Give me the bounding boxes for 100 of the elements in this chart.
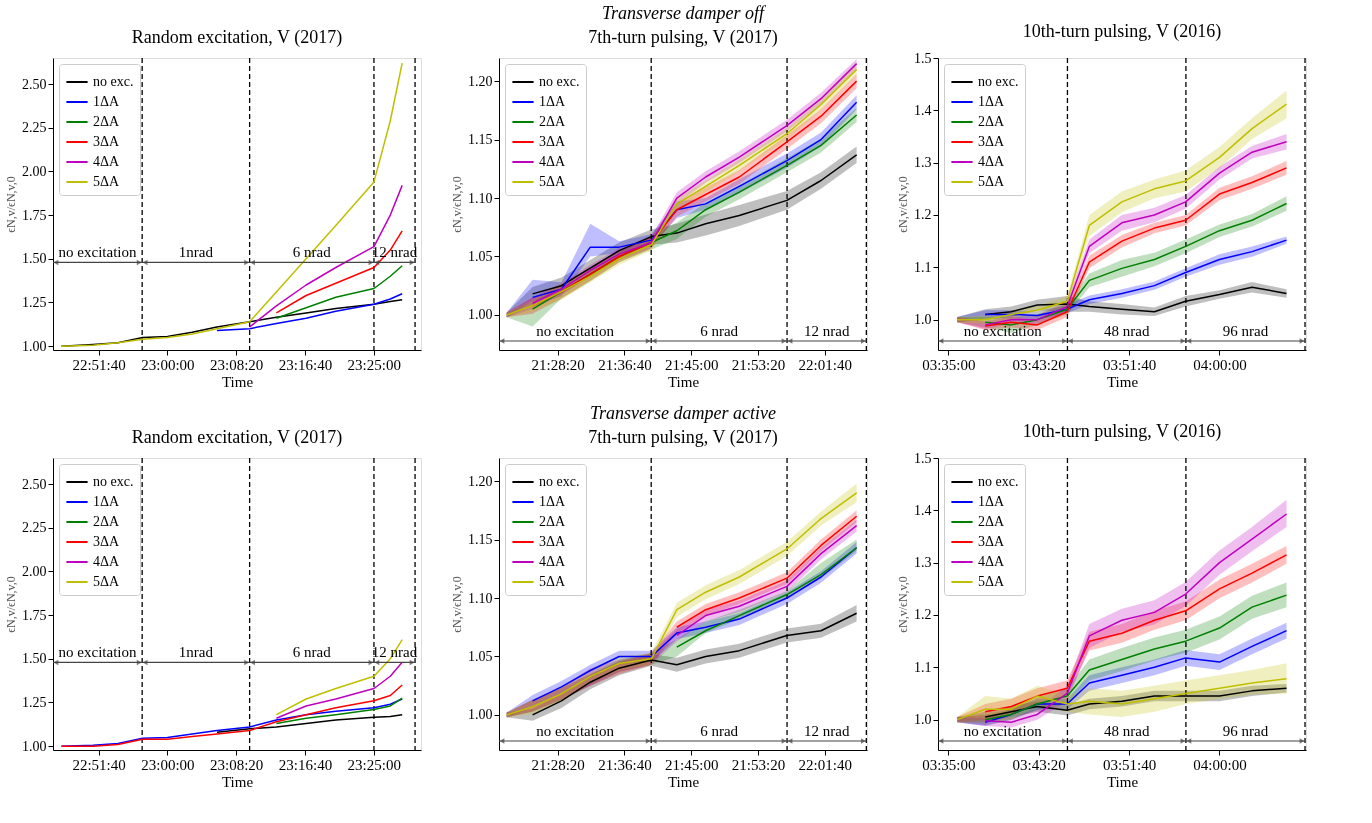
- y-tick-label: 1.3: [914, 155, 932, 171]
- legend-label: 5ΔA: [539, 574, 566, 589]
- x-tick-label: 23:25:00: [347, 756, 401, 773]
- y-tick-label: 2.50: [22, 76, 47, 92]
- chart-title: 7th-turn pulsing, V (2017): [588, 427, 778, 449]
- y-tick-label: 1.10: [468, 190, 493, 206]
- x-tick-label: 21:45:00: [665, 756, 719, 773]
- line-series: [275, 697, 403, 725]
- y-tick-label: 1.50: [22, 651, 47, 667]
- y-axis-title: ϵN,v/ϵN,v,0: [896, 576, 910, 633]
- legend-label: 1ΔA: [539, 494, 566, 509]
- chart-subtitle: Transverse damper off: [602, 3, 767, 24]
- x-tick-label: 03:51:40: [1102, 356, 1157, 373]
- x-axis-title: Time: [221, 773, 254, 790]
- annotation: 6 nrad: [700, 723, 739, 739]
- annotation: no excitation: [963, 723, 1043, 739]
- x-tick-label: 23:00:00: [141, 756, 195, 773]
- annotation: no excitation: [963, 323, 1043, 339]
- x-tick-label: 23:16:40: [278, 756, 333, 773]
- x-tick-label: 03:43:20: [1012, 356, 1066, 373]
- chart-title: Random excitation, V (2017): [131, 27, 343, 49]
- legend-label: 4ΔA: [978, 154, 1005, 169]
- line-series: [956, 678, 1288, 721]
- legend-label: 1ΔA: [93, 94, 120, 109]
- line-series: [275, 265, 403, 319]
- legend-label: 5ΔA: [978, 574, 1005, 589]
- x-axis-title: Time: [667, 373, 700, 390]
- x-tick-label: 22:01:40: [798, 356, 852, 373]
- x-axis-title: Time: [221, 373, 254, 390]
- y-tick-label: 1.00: [22, 338, 47, 354]
- legend-label: 3ΔA: [978, 134, 1005, 149]
- y-tick-label: 1.0: [914, 712, 932, 728]
- legend-label: 1ΔA: [93, 494, 120, 509]
- chart-title: Random excitation, V (2017): [131, 427, 343, 449]
- legend-label: 3ΔA: [978, 534, 1005, 549]
- annotation: 1nrad: [178, 244, 214, 261]
- annotation: 96 nrad: [1222, 323, 1269, 339]
- y-tick-label: 1.05: [468, 248, 493, 264]
- y-tick-label: 1.00: [468, 707, 493, 723]
- line-series: [216, 292, 403, 332]
- y-tick-label: 1.00: [468, 307, 493, 323]
- annotation: 6 nrad: [700, 323, 739, 339]
- x-tick-label: 22:51:40: [72, 756, 126, 773]
- x-tick-label: 03:35:00: [922, 356, 976, 373]
- y-tick-label: 1.20: [468, 73, 493, 89]
- x-tick-label: 23:08:20: [210, 756, 264, 773]
- chart-title: 10th-turn pulsing, V (2016): [1022, 421, 1222, 442]
- x-tick-label: 23:08:20: [210, 356, 264, 373]
- line-series: [984, 202, 1288, 326]
- y-tick-label: 1.1: [914, 259, 932, 275]
- legend-label: 2ΔA: [539, 514, 566, 529]
- legend-label: 5ΔA: [93, 174, 120, 189]
- legend-label: no exc.: [93, 474, 134, 489]
- y-tick-label: 2.25: [22, 520, 47, 536]
- legend-label: 1ΔA: [978, 494, 1005, 509]
- y-tick-label: 1.50: [22, 251, 47, 267]
- legend-label: 3ΔA: [93, 534, 120, 549]
- y-tick-label: 1.3: [914, 555, 932, 571]
- x-tick-label: 03:35:00: [922, 756, 976, 773]
- annotation: no excitation: [536, 323, 615, 339]
- legend-label: 2ΔA: [93, 514, 120, 529]
- legend-label: no exc.: [539, 74, 580, 89]
- annotation: 12 nrad: [803, 723, 850, 739]
- annotation: 96 nrad: [1222, 723, 1269, 739]
- x-tick-label: 21:28:20: [531, 756, 585, 773]
- line-series: [984, 594, 1288, 721]
- y-axis-title: ϵN,v/ϵN,v,0: [4, 176, 18, 233]
- x-tick-label: 23:16:40: [278, 356, 333, 373]
- y-tick-label: 1.0: [914, 312, 932, 328]
- y-tick-label: 2.00: [22, 563, 47, 579]
- y-tick-label: 1.15: [468, 132, 493, 148]
- legend-label: 2ΔA: [978, 514, 1005, 529]
- legend-label: 4ΔA: [539, 154, 566, 169]
- y-tick-label: 1.1: [914, 659, 932, 675]
- y-tick-label: 1.5: [914, 450, 932, 466]
- legend-label: 4ΔA: [93, 154, 120, 169]
- y-axis-title: ϵN,v/ϵN,v,0: [450, 576, 464, 633]
- y-tick-label: 1.2: [914, 207, 932, 223]
- y-tick-label: 2.50: [22, 476, 47, 492]
- legend-label: 2ΔA: [978, 114, 1005, 129]
- x-tick-label: 21:45:00: [665, 356, 719, 373]
- x-axis-title: Time: [1106, 373, 1139, 390]
- line-series: [984, 629, 1288, 724]
- y-tick-label: 1.00: [22, 738, 47, 754]
- line-series: [984, 239, 1288, 317]
- chart-title: 7th-turn pulsing, V (2017): [588, 27, 778, 49]
- x-tick-label: 03:51:40: [1102, 756, 1157, 773]
- x-axis-title: Time: [1106, 773, 1139, 790]
- legend-label: no exc.: [978, 74, 1019, 89]
- y-tick-label: 1.25: [22, 694, 47, 710]
- legend-label: 4ΔA: [93, 554, 120, 569]
- x-tick-label: 21:53:20: [731, 756, 786, 773]
- legend-label: 3ΔA: [539, 534, 566, 549]
- x-tick-label: 22:51:40: [72, 356, 126, 373]
- legend-label: 5ΔA: [93, 574, 120, 589]
- y-tick-label: 1.4: [914, 502, 932, 518]
- y-tick-label: 1.20: [468, 473, 493, 489]
- y-tick-label: 1.05: [468, 648, 493, 664]
- legend-label: 5ΔA: [539, 174, 566, 189]
- y-tick-label: 1.2: [914, 607, 932, 623]
